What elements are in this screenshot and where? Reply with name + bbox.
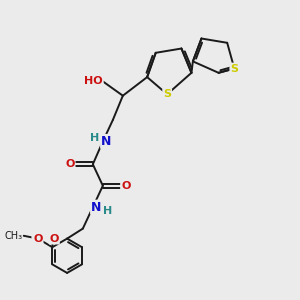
Text: S: S bbox=[163, 89, 171, 99]
Text: H: H bbox=[90, 133, 100, 143]
Text: H: H bbox=[103, 206, 112, 217]
Text: O: O bbox=[121, 181, 130, 191]
Text: O: O bbox=[65, 159, 75, 169]
Text: N: N bbox=[101, 135, 112, 148]
Text: N: N bbox=[91, 201, 101, 214]
Text: O: O bbox=[32, 234, 41, 244]
Text: S: S bbox=[230, 64, 238, 74]
Text: O: O bbox=[33, 234, 43, 244]
Text: CH₃: CH₃ bbox=[4, 231, 22, 241]
Text: HO: HO bbox=[84, 76, 103, 86]
Text: methoxy: methoxy bbox=[43, 228, 104, 242]
Text: O: O bbox=[50, 234, 59, 244]
